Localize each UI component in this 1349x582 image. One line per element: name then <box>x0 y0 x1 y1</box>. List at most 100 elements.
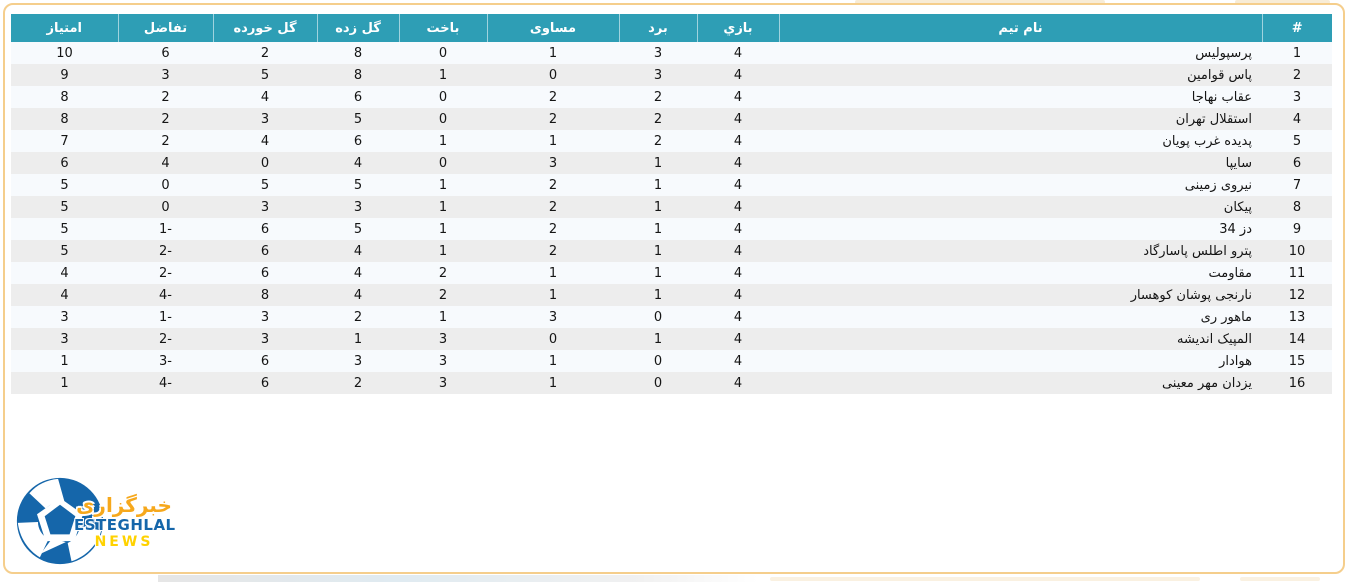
cell-team: مقاومت <box>779 262 1262 284</box>
cell-ga: 3 <box>213 306 317 328</box>
cutoff-top-fragment <box>1235 0 1330 4</box>
cell-team: المپیک اندیشه <box>779 328 1262 350</box>
table-row: 3 عقاب نهاجا 4 2 2 0 6 4 2 8 <box>11 86 1332 108</box>
cell-losses: 3 <box>399 372 487 394</box>
cell-played: 4 <box>697 130 779 152</box>
cell-points: 3 <box>11 306 118 328</box>
cell-gf: 6 <box>317 86 399 108</box>
cell-wins: 2 <box>619 130 697 152</box>
cell-gd: 2 <box>118 108 213 130</box>
cell-rank: 4 <box>1262 108 1332 130</box>
cell-played: 4 <box>697 196 779 218</box>
cell-points: 1 <box>11 350 118 372</box>
cell-gf: 1 <box>317 328 399 350</box>
league-standings-table: # نام تیم بازي برد مساوی باخت گل زده گل خورده تف… <box>11 14 1332 394</box>
cell-ga: 3 <box>213 196 317 218</box>
cell-played: 4 <box>697 372 779 394</box>
cell-draws: 1 <box>487 262 619 284</box>
cell-gd: 0 <box>118 174 213 196</box>
cell-points: 8 <box>11 108 118 130</box>
cell-gf: 4 <box>317 284 399 306</box>
cell-gd: 2- <box>118 262 213 284</box>
cell-ga: 0 <box>213 152 317 174</box>
cell-team: پدیده غرب پویان <box>779 130 1262 152</box>
cell-played: 4 <box>697 306 779 328</box>
column-header-gf: گل زده <box>317 14 400 42</box>
cell-wins: 0 <box>619 372 697 394</box>
cell-rank: 9 <box>1262 218 1332 240</box>
cell-gd: 1- <box>118 306 213 328</box>
table-row: 10 پترو اطلس پاسارگاد 4 1 2 1 4 6 2- 5 <box>11 240 1332 262</box>
cell-gf: 2 <box>317 372 399 394</box>
cell-rank: 6 <box>1262 152 1332 174</box>
cell-draws: 3 <box>487 152 619 174</box>
cell-team: نیروی زمینی <box>779 174 1262 196</box>
table-row: 14 المپیک اندیشه 4 1 0 3 1 3 2- 3 <box>11 328 1332 350</box>
cell-ga: 6 <box>213 240 317 262</box>
cell-ga: 4 <box>213 130 317 152</box>
cell-losses: 1 <box>399 130 487 152</box>
cell-rank: 5 <box>1262 130 1332 152</box>
cell-team: استقلال تهران <box>779 108 1262 130</box>
header-row: # نام تیم بازي برد مساوی باخت گل زده گل خورده تف… <box>11 14 1332 42</box>
cell-gd: 4- <box>118 284 213 306</box>
cell-wins: 3 <box>619 64 697 86</box>
cell-wins: 0 <box>619 306 697 328</box>
cell-ga: 5 <box>213 64 317 86</box>
cell-draws: 0 <box>487 328 619 350</box>
cell-gd: 2- <box>118 240 213 262</box>
cell-draws: 1 <box>487 372 619 394</box>
cell-draws: 2 <box>487 218 619 240</box>
cell-losses: 3 <box>399 350 487 372</box>
cell-points: 5 <box>11 174 118 196</box>
cell-team: پاس قوامین <box>779 64 1262 86</box>
column-header-gd: تفاضل <box>118 14 214 42</box>
cell-losses: 1 <box>399 174 487 196</box>
cell-points: 6 <box>11 152 118 174</box>
cell-points: 4 <box>11 284 118 306</box>
cell-gf: 5 <box>317 108 399 130</box>
column-header-wins: برد <box>619 14 698 42</box>
column-header-losses: باخت <box>399 14 488 42</box>
cell-draws: 2 <box>487 86 619 108</box>
cell-ga: 6 <box>213 372 317 394</box>
table-row: 12 نارنجی پوشان کوهسار 4 1 1 2 4 8 4- 4 <box>11 284 1332 306</box>
cell-team: پیکان <box>779 196 1262 218</box>
cell-points: 9 <box>11 64 118 86</box>
cell-team: ماهور ری <box>779 306 1262 328</box>
cell-ga: 3 <box>213 108 317 130</box>
cell-rank: 3 <box>1262 86 1332 108</box>
cell-draws: 1 <box>487 350 619 372</box>
logo-text-block: خبرگزاری ESTEGHLAL NEWS <box>74 494 175 551</box>
cell-gf: 2 <box>317 306 399 328</box>
table-row: 8 پیکان 4 1 2 1 3 3 0 5 <box>11 196 1332 218</box>
cell-wins: 2 <box>619 86 697 108</box>
cell-team: یزدان مهر معینی <box>779 372 1262 394</box>
cell-wins: 1 <box>619 174 697 196</box>
cutoff-bottom-fragment <box>1240 577 1320 581</box>
cell-gf: 5 <box>317 218 399 240</box>
cell-ga: 6 <box>213 350 317 372</box>
cell-played: 4 <box>697 174 779 196</box>
cell-rank: 14 <box>1262 328 1332 350</box>
cell-draws: 2 <box>487 174 619 196</box>
cell-played: 4 <box>697 284 779 306</box>
cell-points: 5 <box>11 196 118 218</box>
cell-played: 4 <box>697 64 779 86</box>
cell-played: 4 <box>697 108 779 130</box>
cell-team: نارنجی پوشان کوهسار <box>779 284 1262 306</box>
cell-team: هوادار <box>779 350 1262 372</box>
cell-gd: 4 <box>118 152 213 174</box>
cell-rank: 8 <box>1262 196 1332 218</box>
cell-gd: 6 <box>118 42 213 64</box>
table-row: 6 سایپا 4 1 3 0 4 0 4 6 <box>11 152 1332 174</box>
cell-wins: 1 <box>619 218 697 240</box>
cell-gd: 2- <box>118 328 213 350</box>
cell-rank: 11 <box>1262 262 1332 284</box>
cell-ga: 8 <box>213 284 317 306</box>
cell-rank: 2 <box>1262 64 1332 86</box>
column-header-draws: مساوی <box>487 14 620 42</box>
cell-gd: 3- <box>118 350 213 372</box>
table-body: 1 پرسپولیس 4 3 1 0 8 2 6 10 2 پاس قوامین 4 3 0 1 8 5 3 9 3 عق… <box>11 42 1332 394</box>
